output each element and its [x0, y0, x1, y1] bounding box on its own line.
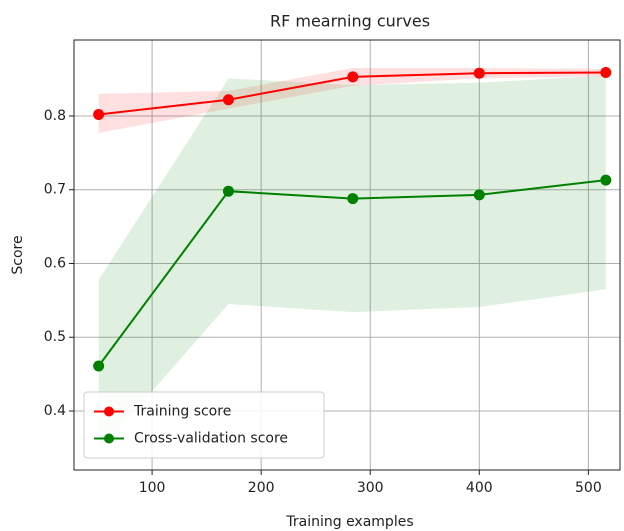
y-axis-label: Score — [10, 235, 26, 274]
point — [222, 185, 234, 197]
x-tick-label: 500 — [575, 480, 602, 496]
point — [473, 67, 485, 79]
point — [347, 71, 359, 83]
legend-marker — [104, 433, 114, 444]
y-tick-label: 0.4 — [44, 403, 66, 419]
legend: Training score Cross-validation score — [83, 391, 325, 459]
y-tick-label: 0.6 — [44, 255, 66, 271]
legend-box — [83, 391, 325, 459]
legend-marker — [104, 406, 114, 417]
x-axis-label: Training examples — [285, 514, 413, 530]
confidence-band — [98, 75, 606, 453]
point — [347, 193, 359, 205]
point — [600, 66, 612, 78]
legend-label: Training score — [133, 404, 231, 420]
point — [222, 94, 234, 106]
chart-title: RF mearning curves — [270, 12, 430, 31]
legend-label: Cross-validation score — [134, 431, 288, 447]
y-tick-label: 0.7 — [44, 182, 66, 198]
y-tick-label: 0.5 — [44, 329, 66, 345]
y-tick-label: 0.8 — [44, 108, 66, 124]
point — [600, 174, 612, 186]
plot-frame — [73, 39, 621, 471]
x-tick-label: 100 — [139, 480, 166, 496]
point — [93, 360, 105, 372]
x-tick-label: 200 — [248, 480, 275, 496]
point — [93, 108, 105, 120]
x-tick-label: 400 — [466, 480, 493, 496]
x-tick-label: 300 — [357, 480, 384, 496]
point — [473, 189, 485, 201]
